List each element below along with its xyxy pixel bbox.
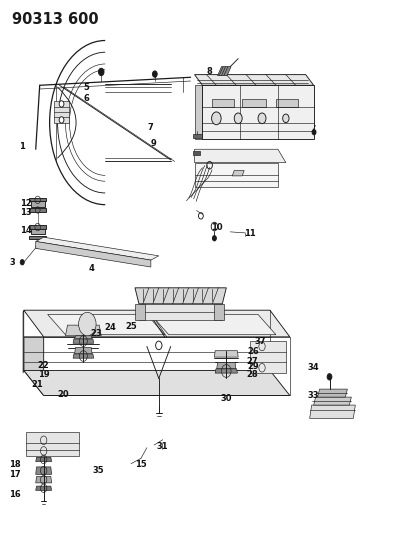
Polygon shape — [135, 304, 145, 320]
Text: 24: 24 — [104, 324, 116, 332]
Circle shape — [152, 71, 157, 77]
Polygon shape — [195, 149, 286, 163]
Polygon shape — [24, 310, 290, 337]
Text: 1: 1 — [19, 142, 25, 150]
Polygon shape — [218, 67, 231, 76]
Text: 37: 37 — [254, 337, 266, 345]
Polygon shape — [195, 75, 314, 85]
Circle shape — [234, 113, 242, 124]
Polygon shape — [212, 99, 234, 107]
Polygon shape — [217, 362, 236, 369]
Text: 23: 23 — [90, 329, 102, 337]
Polygon shape — [31, 201, 45, 207]
Text: 35: 35 — [93, 466, 104, 474]
Polygon shape — [29, 198, 46, 201]
Text: 34: 34 — [308, 364, 320, 372]
Text: 11: 11 — [244, 229, 256, 238]
Polygon shape — [75, 336, 92, 339]
Text: 7: 7 — [148, 124, 154, 132]
Polygon shape — [66, 325, 101, 336]
Polygon shape — [36, 486, 52, 490]
Polygon shape — [214, 351, 238, 357]
Text: 4: 4 — [89, 264, 94, 272]
Polygon shape — [193, 134, 202, 138]
Text: 90313 600: 90313 600 — [12, 12, 98, 27]
Polygon shape — [36, 467, 52, 474]
Text: 20: 20 — [58, 390, 69, 399]
Circle shape — [20, 260, 24, 265]
Text: 30: 30 — [221, 394, 232, 403]
Polygon shape — [151, 314, 276, 335]
Circle shape — [59, 117, 64, 123]
Polygon shape — [36, 241, 151, 267]
Circle shape — [212, 236, 216, 241]
Circle shape — [312, 130, 316, 135]
Text: 12: 12 — [20, 199, 32, 208]
Text: 3: 3 — [10, 258, 15, 266]
Polygon shape — [250, 341, 286, 373]
Polygon shape — [310, 405, 355, 418]
Polygon shape — [276, 99, 298, 107]
Polygon shape — [242, 99, 266, 107]
Text: 25: 25 — [125, 322, 137, 330]
Text: 31: 31 — [156, 442, 168, 451]
Circle shape — [212, 112, 221, 125]
Polygon shape — [54, 101, 69, 123]
Polygon shape — [31, 229, 45, 234]
Polygon shape — [193, 151, 200, 155]
Polygon shape — [135, 288, 226, 304]
Polygon shape — [73, 339, 94, 343]
Text: 15: 15 — [135, 461, 147, 469]
Circle shape — [327, 374, 332, 380]
Polygon shape — [26, 432, 79, 456]
Polygon shape — [36, 457, 52, 462]
Text: 19: 19 — [38, 370, 50, 378]
Text: 8: 8 — [207, 68, 212, 76]
Text: 9: 9 — [151, 140, 156, 148]
Polygon shape — [36, 438, 52, 442]
Polygon shape — [36, 477, 52, 483]
Polygon shape — [29, 236, 46, 239]
Circle shape — [59, 101, 64, 107]
Polygon shape — [29, 225, 46, 229]
Text: 22: 22 — [38, 361, 50, 369]
Circle shape — [258, 113, 266, 124]
Polygon shape — [29, 208, 46, 212]
Polygon shape — [195, 163, 278, 187]
Text: 13: 13 — [20, 208, 32, 216]
Text: 6: 6 — [84, 94, 89, 102]
Text: 21: 21 — [32, 381, 44, 389]
Text: 27: 27 — [246, 357, 258, 366]
Polygon shape — [232, 171, 244, 176]
Polygon shape — [75, 348, 92, 354]
Polygon shape — [48, 314, 165, 335]
Polygon shape — [36, 237, 159, 260]
Circle shape — [98, 68, 104, 76]
Text: 5: 5 — [84, 83, 89, 92]
Text: 28: 28 — [246, 370, 258, 379]
Text: 10: 10 — [211, 223, 223, 232]
Text: 26: 26 — [247, 348, 259, 356]
Polygon shape — [215, 369, 237, 373]
Polygon shape — [73, 354, 94, 358]
Text: 16: 16 — [9, 490, 21, 499]
Text: 18: 18 — [9, 461, 21, 469]
Polygon shape — [202, 85, 314, 139]
Polygon shape — [195, 85, 202, 139]
Circle shape — [283, 114, 289, 123]
Polygon shape — [314, 397, 351, 405]
Text: 17: 17 — [9, 470, 21, 479]
Text: 29: 29 — [247, 362, 259, 371]
Polygon shape — [36, 448, 52, 454]
Polygon shape — [24, 370, 290, 395]
Polygon shape — [214, 304, 224, 320]
Polygon shape — [24, 337, 44, 395]
Text: 33: 33 — [308, 391, 319, 400]
Polygon shape — [318, 389, 347, 397]
Polygon shape — [23, 310, 24, 373]
Circle shape — [79, 312, 96, 336]
Text: 14: 14 — [20, 227, 32, 235]
Polygon shape — [139, 304, 222, 320]
